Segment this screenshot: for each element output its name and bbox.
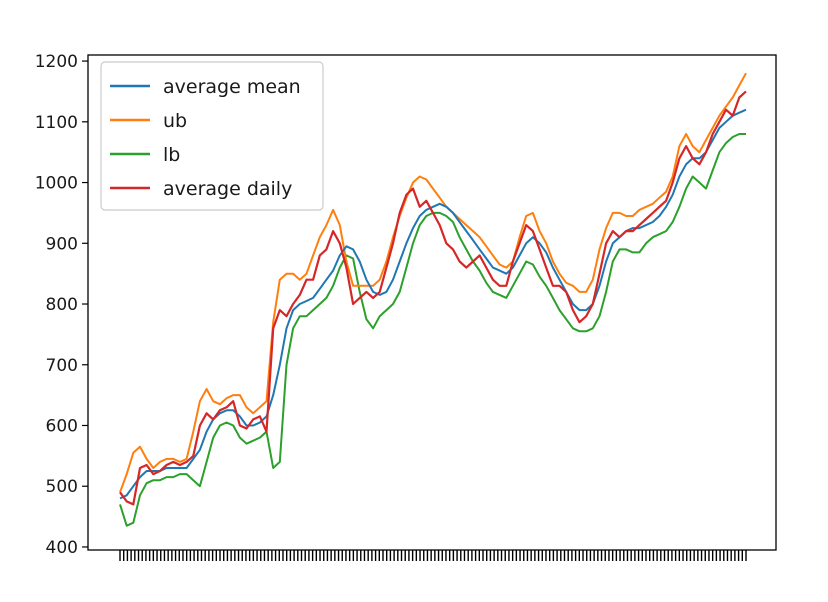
legend: average mean ub lb average daily: [100, 61, 324, 211]
y-tick-label: 900: [46, 234, 78, 254]
y-tick-label: 600: [46, 416, 78, 436]
y-tick-label: 700: [46, 356, 78, 376]
legend-box: [100, 61, 324, 211]
legend-label: average daily: [163, 178, 292, 200]
y-tick-label: 500: [46, 477, 78, 497]
y-tick-label: 1000: [35, 174, 78, 194]
legend-label: ub: [163, 110, 187, 132]
y-tick-label: 800: [46, 295, 78, 315]
series-line-average-mean: [119, 108, 747, 500]
y-tick-label: 400: [46, 538, 78, 558]
series-line-ub: [119, 72, 747, 493]
legend-label: lb: [163, 144, 180, 166]
y-tick-label: 1200: [35, 52, 78, 72]
x-axis-ticks: [119, 550, 747, 561]
plot-frame: [87, 54, 777, 551]
y-axis-ticks: 400 500 600 700 800 900 1000 1100 1200: [35, 52, 88, 558]
series-layer: [119, 72, 747, 527]
y-tick-label: 1100: [35, 113, 78, 133]
legend-label: average mean: [163, 76, 301, 98]
series-line-average-daily: [119, 90, 747, 506]
